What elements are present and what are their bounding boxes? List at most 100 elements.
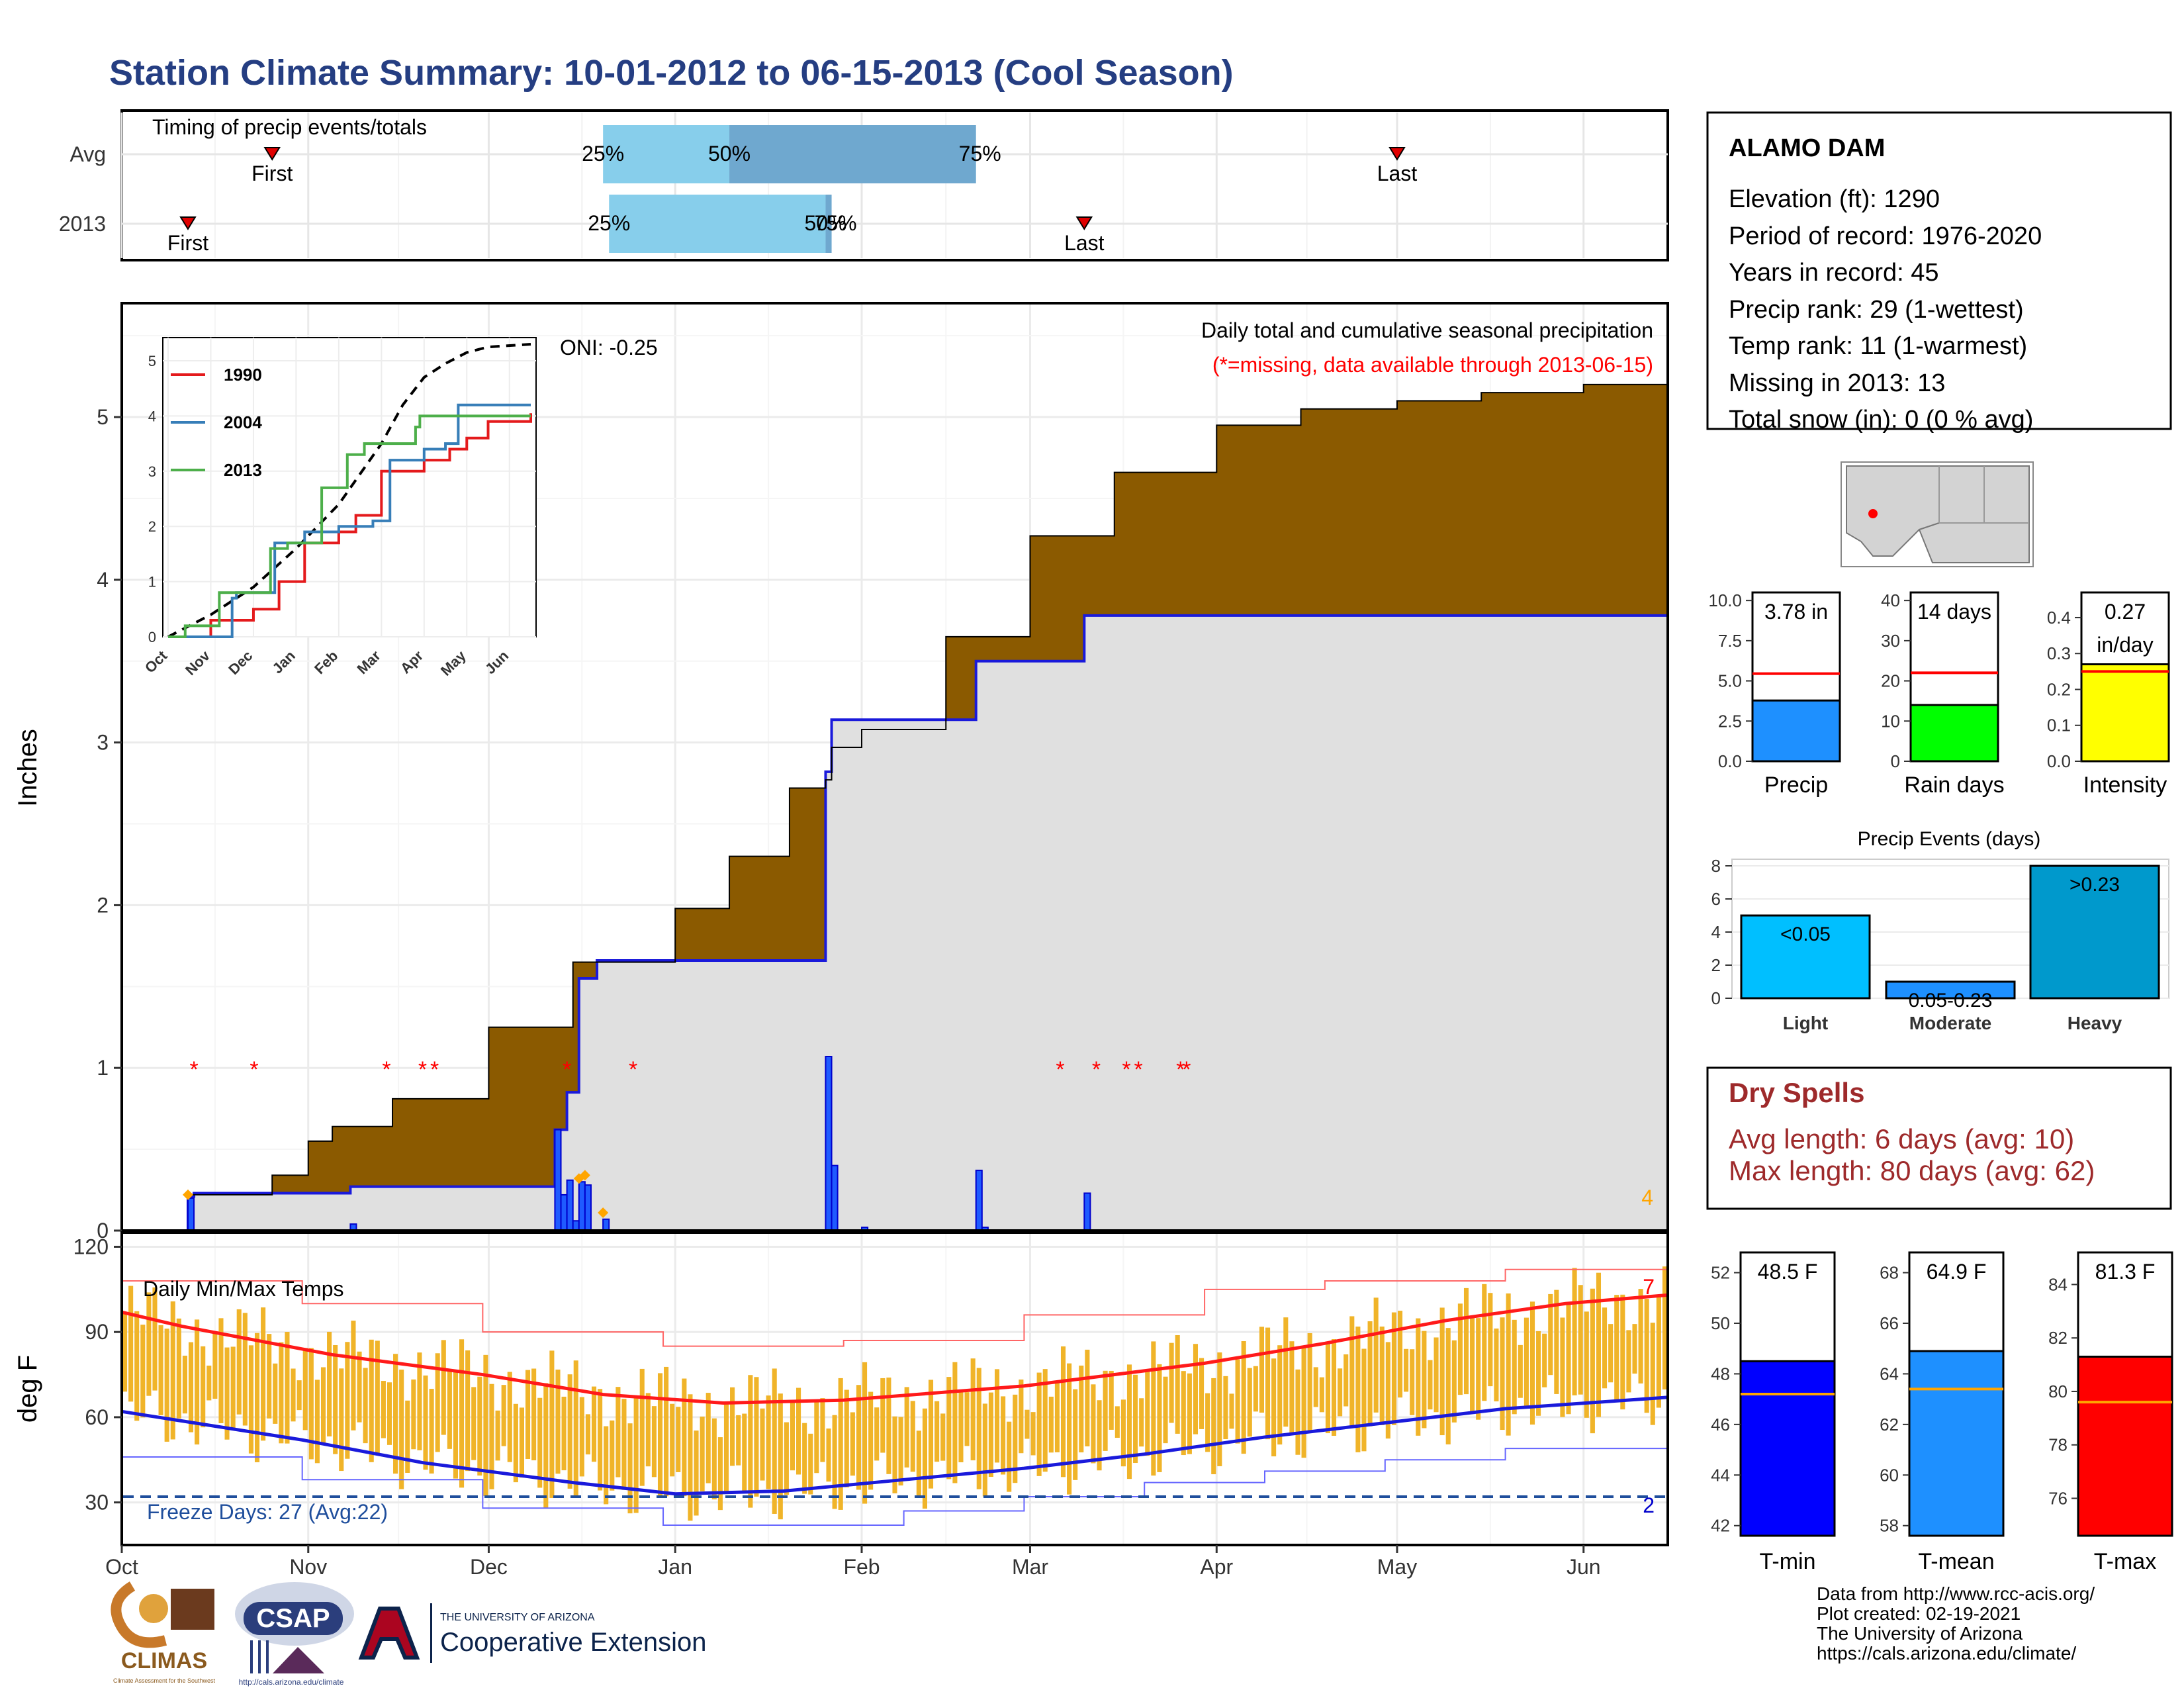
daily-temp-bar <box>850 1412 855 1476</box>
daily-temp-bar <box>591 1386 597 1462</box>
daily-temp-bar <box>676 1407 681 1472</box>
daily-temp-bar <box>435 1353 440 1452</box>
daily-temp-bar <box>1506 1293 1511 1436</box>
daily-temp-bar <box>195 1319 200 1445</box>
daily-temp-bar <box>242 1313 248 1426</box>
daily-temp-bar <box>1079 1365 1084 1453</box>
missing-day-marker: * <box>1122 1057 1130 1082</box>
station-name: ALAMO DAM <box>1729 134 1885 162</box>
daily-temp-bar <box>898 1417 903 1486</box>
temp-panel: 30 60 90 120 deg F Daily Min/Max Temps Free… <box>13 1231 1669 1546</box>
daily-temp-bar <box>694 1430 699 1516</box>
freeze-days-label: Freeze Days: 27 (Avg:22) <box>147 1500 388 1524</box>
daily-temp-bar <box>1211 1378 1216 1475</box>
daily-temp-bar <box>1379 1326 1385 1425</box>
daily-temp-bar <box>621 1399 627 1490</box>
inset-series-1990 <box>168 413 532 638</box>
x-tick-label: May <box>1377 1555 1417 1579</box>
daily-temp-bar <box>1620 1294 1625 1410</box>
daily-temp-bar <box>976 1368 981 1489</box>
daily-temp-bar <box>471 1387 477 1460</box>
station-line: Period of record: 1976-2020 <box>1729 222 2042 250</box>
daily-temp-bar <box>1518 1344 1523 1398</box>
daily-temp-bar <box>742 1413 747 1491</box>
events-category-label: Light <box>1783 1013 1828 1033</box>
daily-temp-bar <box>922 1408 927 1509</box>
temp-summary-ytick-label: 58 <box>1880 1516 1899 1536</box>
x-tick-label: Dec <box>470 1555 508 1579</box>
daily-temp-bar <box>1169 1342 1174 1423</box>
timing-label-75: 75% <box>815 211 857 235</box>
daily-temp-bar <box>333 1344 338 1454</box>
daily-temp-bar <box>868 1391 874 1490</box>
daily-temp-bar <box>399 1370 404 1489</box>
daily-temp-bar <box>1001 1396 1006 1475</box>
daily-temp-bar <box>1103 1370 1108 1451</box>
daily-temp-bar <box>1073 1389 1078 1480</box>
daily-temp-bar <box>700 1417 705 1491</box>
daily-temp-bar <box>1626 1330 1631 1393</box>
daily-temp-bar <box>1091 1384 1096 1464</box>
temp-summary-ytick-label: 68 <box>1880 1263 1899 1283</box>
daily-temp-bar <box>940 1413 946 1461</box>
daily-temp-bar <box>483 1354 488 1496</box>
summary-bar-rain-days <box>1909 704 1999 763</box>
daily-temp-bar <box>1126 1364 1132 1479</box>
flag-marker <box>598 1207 609 1218</box>
timing-first-label: First <box>167 231 208 255</box>
daily-temp-bar <box>291 1368 296 1422</box>
inset-ytick-label: 4 <box>148 408 156 424</box>
daily-temp-bar <box>1397 1311 1403 1398</box>
dry-spells-title: Dry Spells <box>1729 1077 1864 1108</box>
daily-temp-bar <box>273 1363 278 1424</box>
timing-label-25: 25% <box>582 142 624 165</box>
summary-bar-ytick-label: 0.2 <box>2047 679 2071 699</box>
station-line: Total snow (in): 0 (0 % avg) <box>1729 406 2033 434</box>
daily-temp-bar <box>1133 1374 1138 1464</box>
timing-last-label: Last <box>1064 231 1105 255</box>
station-info-box: ALAMO DAM Elevation (ft): 1290 Period of… <box>1706 111 2172 434</box>
daily-temp-bar <box>964 1392 970 1446</box>
daily-temp-bar <box>688 1394 693 1521</box>
daily-temp-bar <box>447 1371 452 1449</box>
temp-count-top: 7 <box>1643 1275 1655 1299</box>
daily-temp-bar <box>1085 1349 1090 1446</box>
inset-legend-label: 2004 <box>224 412 262 432</box>
daily-temp-bar <box>1428 1360 1433 1410</box>
daily-temp-bar <box>1488 1293 1493 1387</box>
daily-temp-bar <box>1157 1364 1162 1472</box>
summary-bar-ytick-label: 7.5 <box>1718 631 1742 651</box>
timing-last-marker <box>1075 216 1093 230</box>
daily-temp-bar <box>1139 1398 1144 1447</box>
daily-temp-bar <box>1542 1333 1547 1387</box>
summary-bar-value-unit: in/day <box>2097 633 2153 657</box>
footer: CLIMAS Climate Assessment for the Southw… <box>111 1581 2095 1687</box>
daily-temp-bar <box>748 1375 753 1508</box>
daily-precip-bar <box>566 1179 574 1232</box>
temp-summary-ytick-label: 60 <box>1880 1465 1899 1485</box>
daily-temp-bar <box>351 1321 356 1430</box>
precip-events-chart: Precip Events (days) 0 2 4 6 8 <0.05 Light 0.05… <box>1711 828 2169 1033</box>
cumulative-2013-line <box>122 379 1668 1231</box>
daily-temp-bar <box>645 1393 651 1467</box>
timing-label-50: 50% <box>708 142 751 165</box>
inset-legend-label: 2013 <box>224 460 262 480</box>
dry-spells-max: Max length: 80 days (avg: 62) <box>1729 1155 2095 1186</box>
daily-temp-bar <box>1199 1358 1205 1429</box>
daily-temp-bar <box>717 1437 723 1511</box>
daily-temp-bar <box>230 1346 236 1429</box>
daily-temp-bar <box>970 1358 976 1461</box>
daily-temp-bar <box>1331 1339 1337 1436</box>
daily-temp-bar <box>1385 1342 1390 1439</box>
locator-map <box>1841 461 2034 567</box>
daily-temp-bar <box>1145 1370 1150 1456</box>
events-bar-heavy <box>2029 865 2160 1000</box>
daily-temp-bar <box>423 1375 428 1470</box>
daily-temp-bar <box>670 1403 675 1477</box>
missing-day-marker: * <box>430 1057 439 1082</box>
daily-temp-bar <box>1036 1372 1042 1476</box>
temp-summary-ytick-label: 78 <box>2048 1435 2068 1455</box>
daily-temp-bar <box>158 1325 163 1415</box>
daily-temp-bar <box>1289 1341 1295 1433</box>
daily-temp-bar <box>1013 1394 1018 1483</box>
